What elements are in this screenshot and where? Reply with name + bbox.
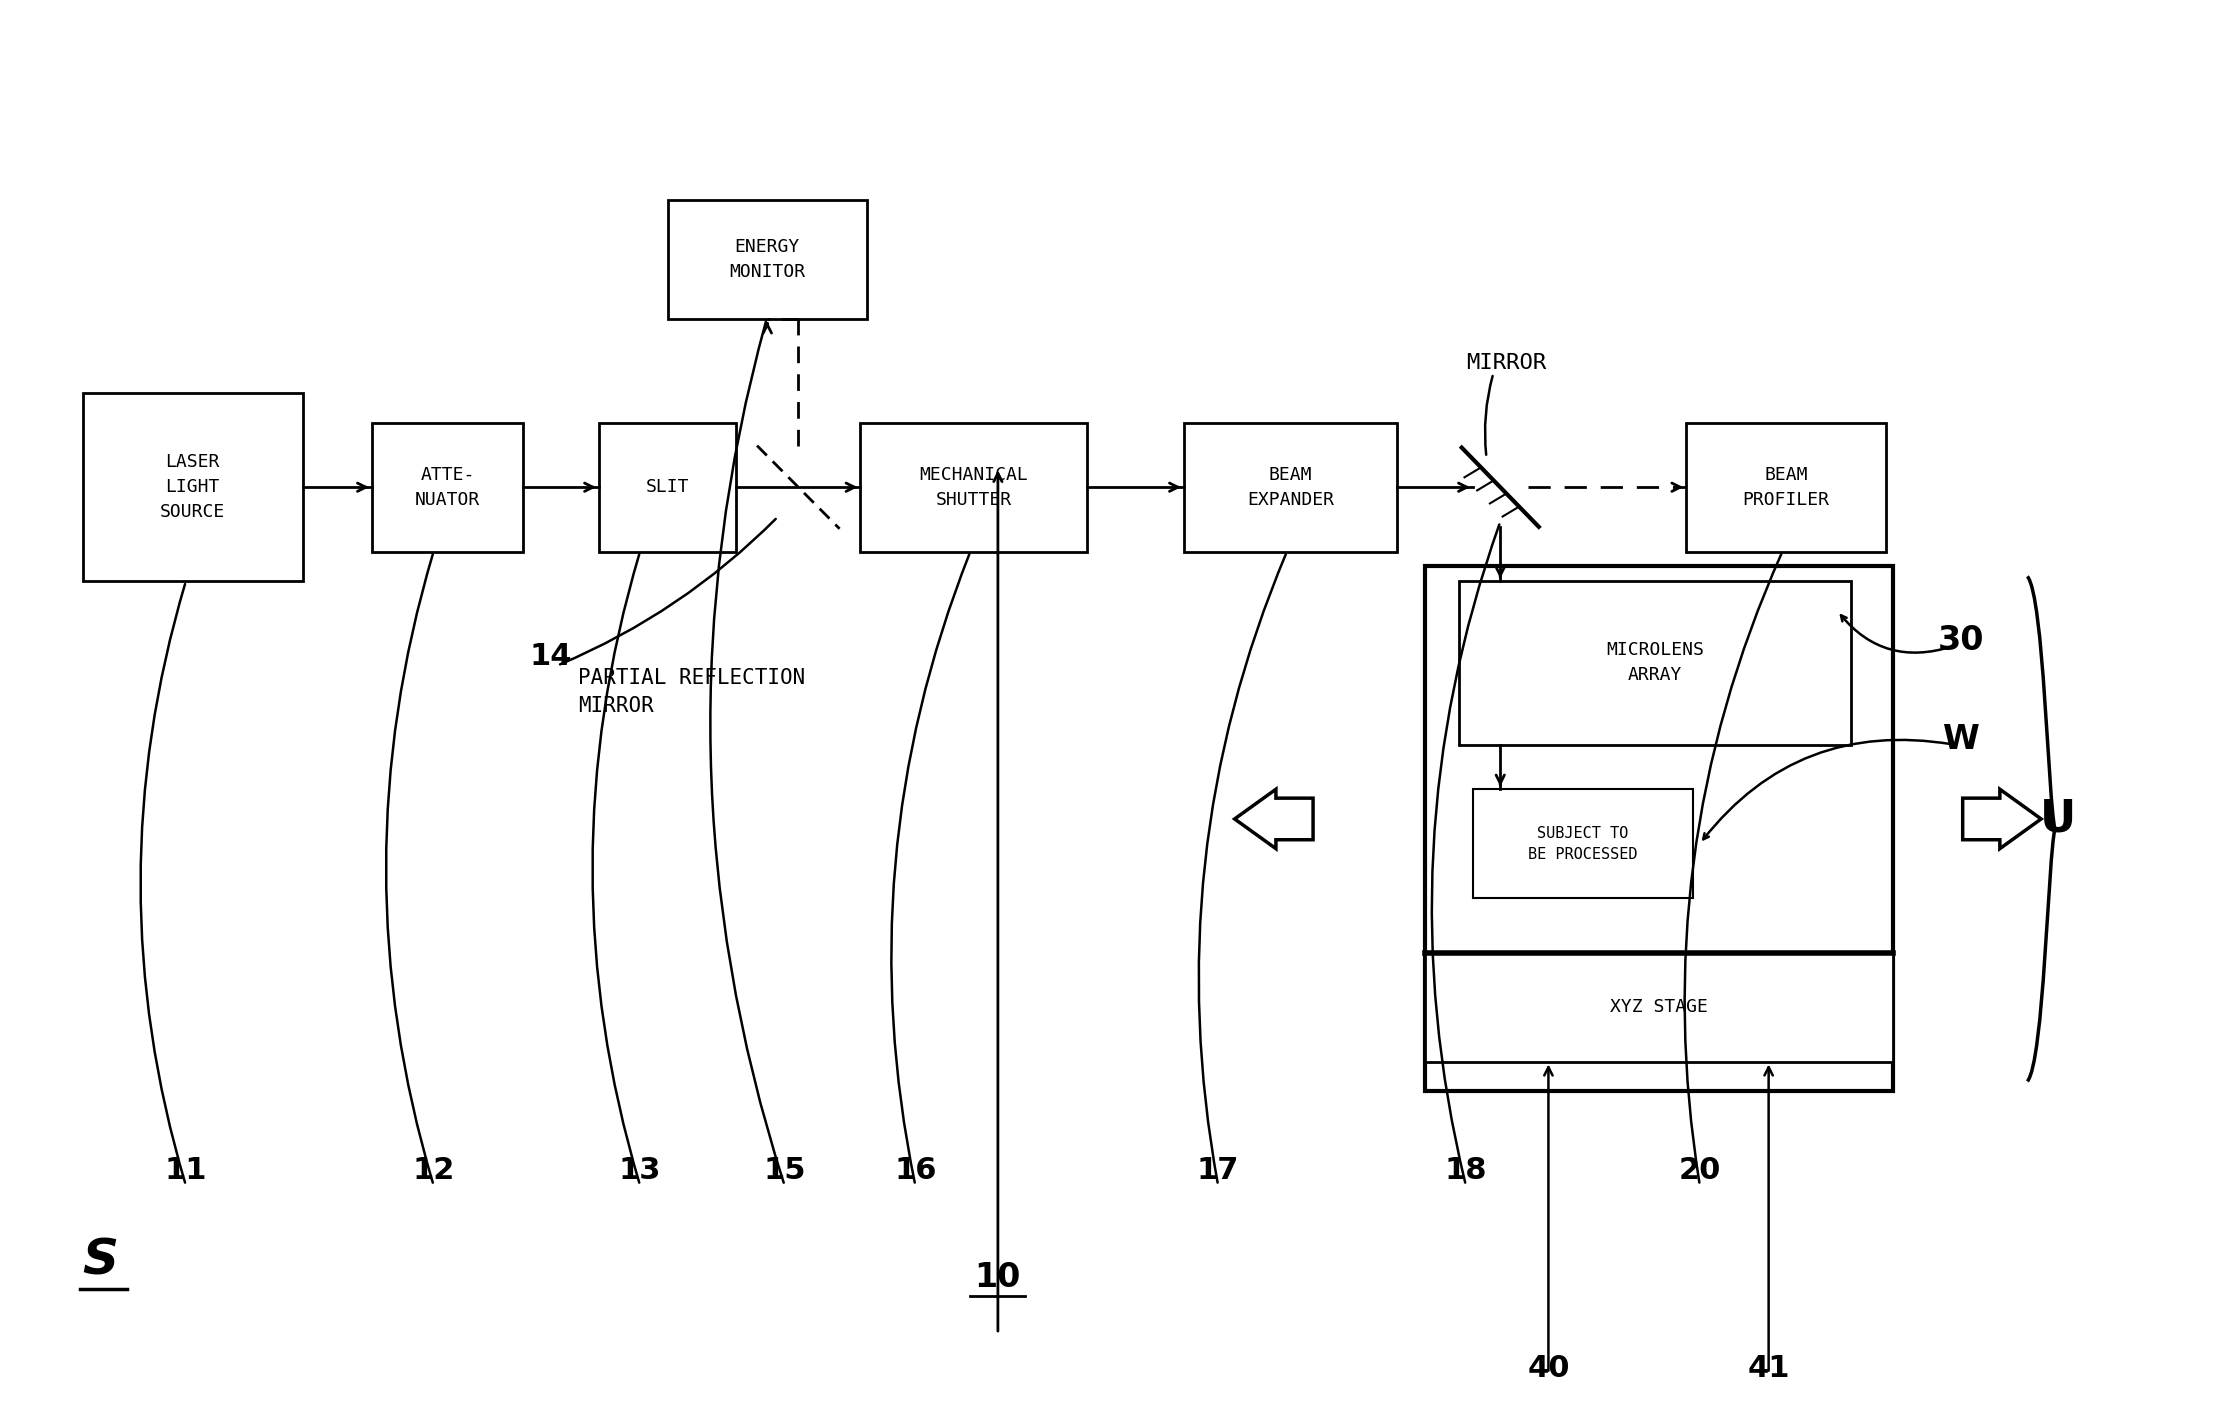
Text: SLIT: SLIT [645,478,689,496]
Text: PARTIAL REFLECTION
MIRROR: PARTIAL REFLECTION MIRROR [578,668,804,716]
Text: 17: 17 [1197,1156,1239,1185]
Text: 11: 11 [164,1156,206,1185]
Text: 30: 30 [1939,624,1986,658]
Text: 12: 12 [412,1156,454,1185]
Text: BEAM
PROFILER: BEAM PROFILER [1742,466,1830,508]
Text: MECHANICAL
SHUTTER: MECHANICAL SHUTTER [920,466,1028,508]
Text: 13: 13 [618,1156,660,1185]
Text: SUBJECT TO
BE PROCESSED: SUBJECT TO BE PROCESSED [1529,826,1638,862]
Text: MIRROR: MIRROR [1465,353,1547,373]
Text: ATTE-
NUATOR: ATTE- NUATOR [414,466,481,508]
Text: 10: 10 [975,1262,1022,1294]
Text: XYZ STAGE: XYZ STAGE [1609,998,1709,1017]
Polygon shape [1963,789,2041,849]
Text: 16: 16 [893,1156,937,1185]
Bar [1425,953,1892,1061]
Bar [1183,423,1396,551]
Bar [1458,581,1850,745]
Text: 15: 15 [762,1156,807,1185]
Text: 41: 41 [1748,1354,1791,1383]
Text: BEAM
EXPANDER: BEAM EXPANDER [1248,466,1334,508]
Bar [667,199,866,319]
Text: LASER
LIGHT
SOURCE: LASER LIGHT SOURCE [160,453,226,521]
Bar [598,423,736,551]
Polygon shape [1234,789,1314,849]
Text: 40: 40 [1527,1354,1569,1383]
Text: S: S [82,1236,120,1284]
Bar [1474,789,1693,899]
Bar [1686,423,1886,551]
Bar [860,423,1088,551]
Text: 20: 20 [1680,1156,1722,1185]
Text: U: U [2039,797,2076,840]
Text: 18: 18 [1445,1156,1487,1185]
Text: MICROLENS
ARRAY: MICROLENS ARRAY [1607,641,1704,685]
Text: ENERGY
MONITOR: ENERGY MONITOR [729,238,804,281]
Text: W: W [1943,723,1979,756]
Text: 14: 14 [530,642,572,672]
Bar [82,393,304,581]
Bar [1425,567,1892,1091]
Bar [372,423,523,551]
